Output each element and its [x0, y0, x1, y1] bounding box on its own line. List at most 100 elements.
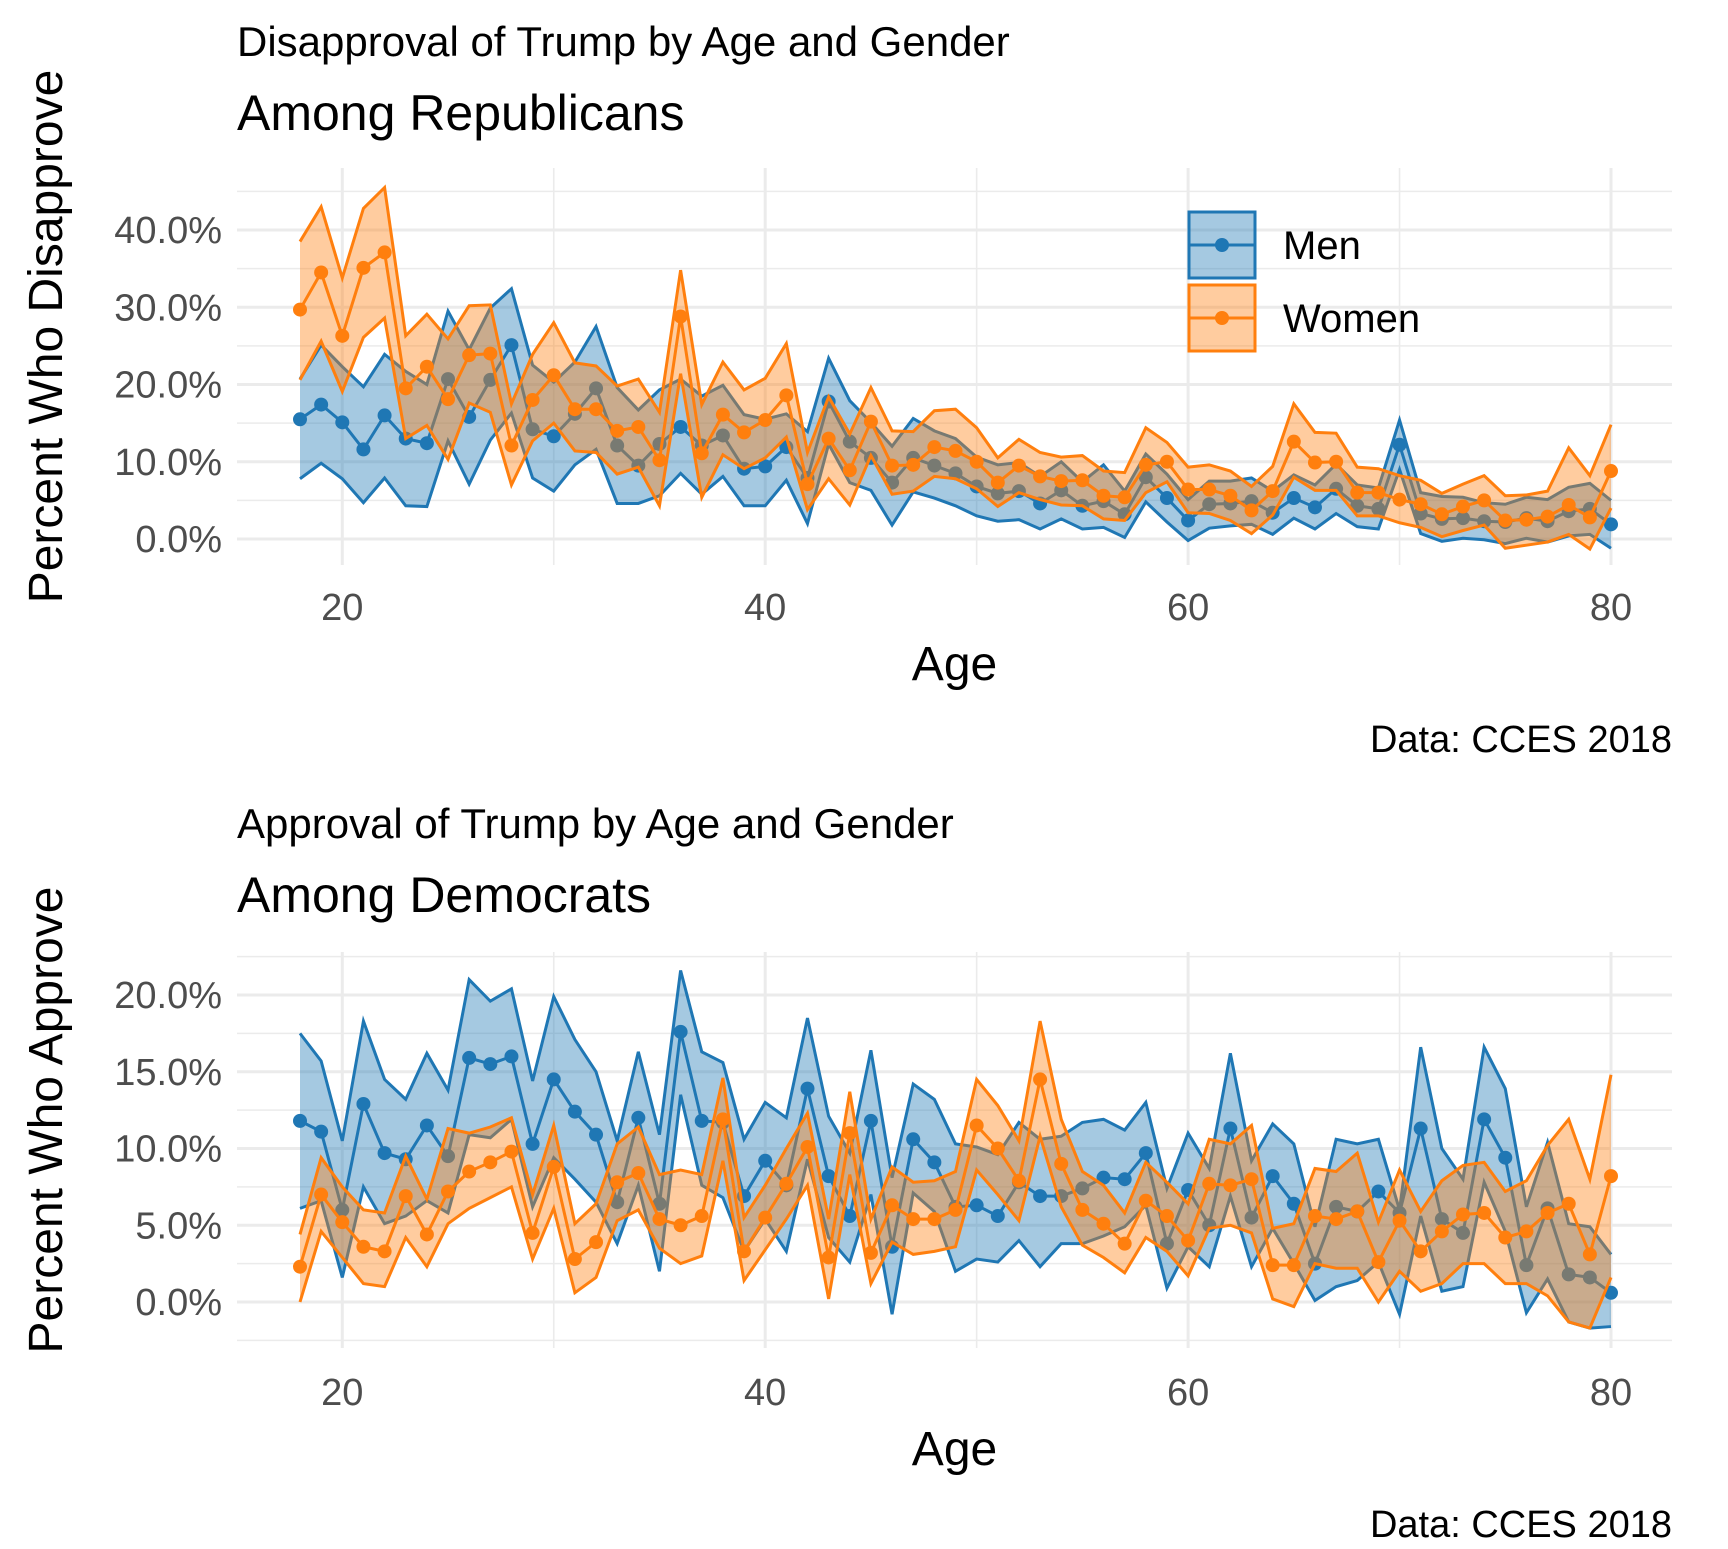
chart-caption: Data: CCES 2018	[1370, 1504, 1672, 1546]
data-point	[673, 1024, 688, 1039]
data-point	[1413, 497, 1428, 512]
data-point	[1265, 484, 1280, 499]
data-point	[546, 429, 561, 444]
data-point	[1434, 1212, 1449, 1227]
data-point	[1138, 457, 1153, 472]
data-point	[906, 457, 921, 472]
data-point	[1265, 1169, 1280, 1184]
x-tick-label: 60	[1167, 1372, 1209, 1414]
y-tick-label: 20.0%	[114, 975, 222, 1017]
data-point	[800, 1081, 815, 1096]
x-tick-label: 40	[744, 1372, 786, 1414]
data-point	[927, 440, 942, 455]
data-point	[525, 1225, 540, 1240]
data-point	[1159, 491, 1174, 506]
data-point	[419, 359, 434, 374]
data-point	[694, 446, 709, 461]
data-point	[419, 1118, 434, 1133]
data-point	[1498, 513, 1513, 528]
data-point	[673, 419, 688, 434]
data-point	[1413, 1244, 1428, 1259]
data-point	[1096, 1170, 1111, 1185]
data-point	[1350, 1204, 1365, 1219]
data-point	[1033, 1072, 1048, 1087]
data-point	[1477, 493, 1492, 508]
data-point	[1138, 470, 1153, 485]
upper-bound-line	[298, 1020, 1613, 1235]
data-point	[885, 1198, 900, 1213]
data-point	[1033, 469, 1048, 484]
y-tick-label: 10.0%	[114, 442, 222, 484]
data-point	[377, 1146, 392, 1161]
data-point	[377, 408, 392, 423]
data-point	[441, 372, 456, 387]
legend-item-men: Men	[1187, 210, 1361, 280]
data-point	[441, 1184, 456, 1199]
data-point	[1434, 1224, 1449, 1239]
legend: Men Women	[1187, 210, 1420, 353]
data-point	[335, 415, 350, 430]
data-point	[293, 1113, 307, 1128]
data-point	[863, 1245, 878, 1260]
data-point	[990, 1209, 1005, 1224]
lower-bound-line	[298, 1130, 1613, 1330]
data-point	[715, 428, 730, 443]
data-point	[1329, 454, 1344, 469]
y-axis-title: Percent Who Disapprove	[20, 70, 73, 604]
data-point	[314, 265, 329, 280]
data-point	[631, 419, 646, 434]
data-point	[800, 477, 815, 492]
legend-item-women: Women	[1187, 283, 1420, 353]
data-point	[314, 1187, 329, 1202]
confidence-band	[300, 1021, 1611, 1329]
data-point	[419, 1227, 434, 1242]
data-point	[1286, 1258, 1301, 1273]
data-point	[1244, 503, 1259, 518]
data-point	[1604, 464, 1618, 479]
data-point	[1117, 490, 1132, 505]
data-point	[694, 1209, 709, 1224]
data-point	[715, 1112, 730, 1127]
data-point	[504, 1144, 519, 1159]
data-point	[504, 338, 519, 353]
data-point	[314, 1124, 329, 1139]
data-point	[525, 392, 540, 407]
data-point	[293, 302, 307, 317]
legend-key-point	[1215, 238, 1229, 252]
data-point	[885, 458, 900, 473]
data-point	[589, 1235, 604, 1250]
data-point	[1138, 1193, 1153, 1208]
data-point	[821, 431, 836, 446]
data-point	[1434, 507, 1449, 522]
data-point	[610, 438, 625, 453]
data-point	[1519, 512, 1534, 527]
data-point	[1371, 485, 1386, 500]
data-point	[821, 1169, 836, 1184]
data-point	[927, 458, 942, 473]
data-point	[525, 1136, 540, 1151]
data-point	[1498, 1150, 1513, 1165]
data-point	[715, 407, 730, 422]
data-point	[1202, 482, 1217, 497]
data-point	[462, 1050, 477, 1065]
data-point	[1582, 1270, 1597, 1285]
data-point	[398, 1189, 413, 1204]
data-point	[1223, 1178, 1238, 1193]
data-point	[377, 245, 392, 260]
data-point	[631, 1166, 646, 1181]
data-point	[1181, 482, 1196, 497]
data-point	[1075, 1202, 1090, 1217]
data-point	[1159, 1236, 1174, 1251]
data-point	[842, 1209, 857, 1224]
data-point	[906, 1212, 921, 1227]
data-point	[737, 1244, 752, 1259]
data-point	[1519, 1258, 1534, 1273]
x-tick-label: 80	[1590, 1372, 1632, 1414]
x-tick-label: 80	[1590, 587, 1632, 629]
chart-panel-1: Disapproval of Trump by Age and Gender Am…	[20, 18, 1672, 761]
data-point	[1307, 500, 1322, 515]
data-point	[1540, 1205, 1555, 1220]
data-point	[948, 1202, 963, 1217]
legend-key-point	[1215, 311, 1229, 325]
data-point	[863, 414, 878, 429]
